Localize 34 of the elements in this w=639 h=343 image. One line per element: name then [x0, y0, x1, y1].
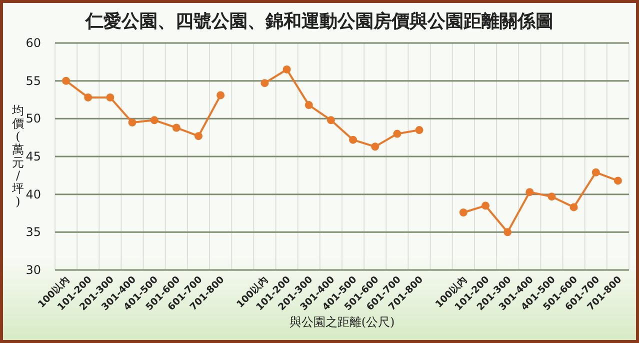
point	[570, 203, 578, 212]
point	[614, 176, 622, 185]
y-tick-label: 35	[26, 225, 41, 240]
point	[282, 65, 291, 74]
y-tick-label: 40	[26, 187, 41, 202]
point	[260, 79, 269, 88]
point	[371, 142, 380, 151]
y-tick-label: 50	[26, 112, 41, 126]
point	[172, 124, 180, 132]
y-tick-label: 55	[26, 74, 41, 88]
chart-title: 仁愛公園、四號公園、錦和運動公園房價與公園距離關係圖	[84, 11, 554, 32]
point	[592, 168, 600, 176]
point	[504, 228, 512, 236]
point	[304, 101, 313, 110]
point	[548, 192, 556, 201]
x-axis-title: 與公園之距離(公尺)	[289, 315, 395, 329]
point	[106, 93, 114, 102]
point	[216, 91, 225, 100]
point	[415, 126, 424, 134]
point	[482, 202, 490, 210]
point	[128, 118, 136, 126]
y-tick-label: 45	[26, 150, 41, 164]
point	[459, 208, 468, 216]
y-tick-label: 30	[26, 263, 41, 277]
point	[393, 130, 402, 138]
point	[150, 116, 158, 124]
y-axis-title: 均價(萬元/坪)	[11, 104, 24, 208]
y-tick-label: 60	[26, 36, 41, 50]
point	[84, 93, 92, 102]
point	[349, 136, 358, 144]
point	[526, 188, 534, 196]
point	[62, 76, 70, 85]
point	[326, 116, 335, 124]
point	[194, 132, 202, 140]
